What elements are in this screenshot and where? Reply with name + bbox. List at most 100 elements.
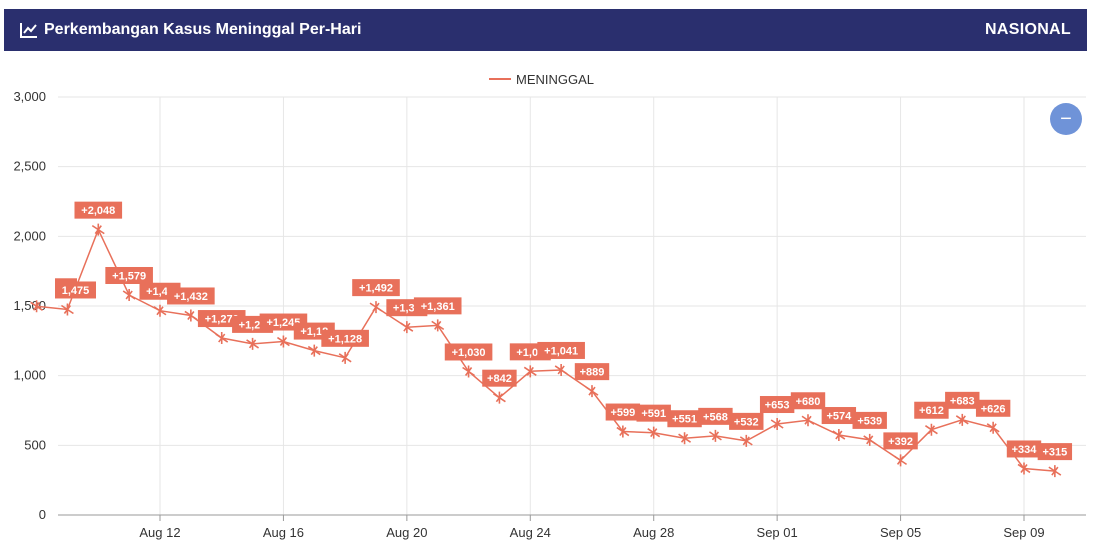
line-chart-icon <box>20 23 37 38</box>
data-label: +532 <box>729 412 764 430</box>
data-point <box>431 319 445 332</box>
data-point <box>1048 465 1062 478</box>
data-point <box>832 429 846 442</box>
chart-area: 0 500 1,000 1,500 2,000 2,500 3,000 Aug 12 Aug 1… <box>0 60 1093 552</box>
data-point <box>924 423 938 436</box>
header-title-group: Perkembangan Kasus Meninggal Per-Hari <box>20 21 361 39</box>
y-tick-label: 2,000 <box>13 228 46 243</box>
data-label: +1,128 <box>321 329 369 347</box>
data-point <box>215 332 229 345</box>
data-point <box>523 365 537 378</box>
data-label: +1,041 <box>537 341 585 359</box>
svg-text:+1,46: +1,46 <box>146 286 174 298</box>
data-point <box>678 432 692 445</box>
data-point <box>60 303 74 316</box>
svg-text:+653: +653 <box>765 400 790 412</box>
svg-text:+842: +842 <box>487 373 512 385</box>
data-point <box>153 304 167 317</box>
data-point <box>863 433 877 446</box>
svg-text:+1,492: +1,492 <box>359 283 393 295</box>
svg-text:+334: +334 <box>1012 444 1038 456</box>
svg-text:+1,030: +1,030 <box>452 347 486 359</box>
x-tick-label: Aug 20 <box>386 525 427 540</box>
data-label: +1,361 <box>413 297 462 315</box>
y-tick-label: 500 <box>24 437 46 452</box>
data-point <box>246 337 260 350</box>
x-tick-label: Aug 28 <box>633 525 674 540</box>
data-label: +574 <box>821 407 857 425</box>
data-label: +392 <box>883 432 918 450</box>
y-tick-label: 2,500 <box>13 159 46 174</box>
data-point <box>986 421 1000 434</box>
data-point <box>369 301 383 314</box>
y-tick-label: 0 <box>39 507 46 522</box>
data-label: +889 <box>574 363 610 381</box>
data-point <box>1017 462 1031 475</box>
data-label: +539 <box>852 411 887 429</box>
x-tick-label: Aug 24 <box>510 525 551 540</box>
zoom-out-button[interactable]: − <box>1050 103 1082 135</box>
data-label: +334 <box>1006 440 1042 458</box>
data-point <box>462 365 476 378</box>
svg-text:+889: +889 <box>580 367 605 379</box>
data-point <box>708 429 722 442</box>
data-label: +842 <box>482 369 517 387</box>
data-label: +599 <box>605 403 641 421</box>
svg-text:+568: +568 <box>703 411 728 423</box>
data-label: +653 <box>759 396 795 414</box>
data-label: +1,030 <box>444 343 493 361</box>
svg-text:+1,245: +1,245 <box>266 317 300 329</box>
svg-text:+626: +626 <box>981 403 1006 415</box>
data-point <box>307 344 321 357</box>
data-point <box>739 434 753 447</box>
data-label: +315 <box>1037 443 1073 461</box>
data-label: +2,048 <box>74 201 123 219</box>
svg-text:+2,048: +2,048 <box>81 205 115 217</box>
data-label: +551 <box>667 410 702 428</box>
data-point <box>184 309 198 322</box>
y-tick-label: 3,000 <box>13 89 46 104</box>
data-point <box>554 363 568 376</box>
data-point <box>647 426 661 439</box>
data-point <box>276 335 290 348</box>
data-label: +1,432 <box>167 287 215 305</box>
legend-label: MENINGGAL <box>516 72 594 87</box>
data-point <box>338 351 352 364</box>
data-point <box>616 425 630 438</box>
data-label: 1,475 <box>55 281 96 299</box>
data-point <box>801 414 815 427</box>
data-point <box>585 385 599 398</box>
svg-text:+1,041: +1,041 <box>544 345 578 357</box>
svg-text:+680: +680 <box>796 396 821 408</box>
y-tick-label: 1,500 <box>13 298 46 313</box>
data-label: +1,579 <box>105 266 153 284</box>
data-point <box>400 321 414 334</box>
page-title: Perkembangan Kasus Meninggal Per-Hari <box>44 21 362 38</box>
death-cases-line-chart: 0 500 1,000 1,500 2,000 2,500 3,000 Aug 12 Aug 1… <box>13 72 1086 540</box>
svg-text:+591: +591 <box>641 408 666 420</box>
svg-text:+1,579: +1,579 <box>112 270 146 282</box>
svg-text:1,475: 1,475 <box>62 285 90 297</box>
svg-text:+392: +392 <box>888 436 913 448</box>
data-label: +683 <box>945 391 980 409</box>
data-label: +612 <box>914 401 949 419</box>
x-tick-label: Sep 09 <box>1003 525 1044 540</box>
svg-text:+574: +574 <box>826 411 852 423</box>
x-tick-label: Aug 16 <box>263 525 304 540</box>
svg-text:+532: +532 <box>734 416 759 428</box>
svg-text:+551: +551 <box>672 414 697 426</box>
svg-text:+1,128: +1,128 <box>328 333 362 345</box>
x-tick-label: Sep 01 <box>757 525 798 540</box>
y-tick-label: 1,000 <box>13 368 46 383</box>
region-label: NASIONAL <box>985 21 1071 38</box>
svg-text:+1,432: +1,432 <box>174 291 208 303</box>
data-point <box>894 454 908 467</box>
data-label: +626 <box>975 399 1011 417</box>
svg-text:+599: +599 <box>610 407 635 419</box>
zoom-out-icon: − <box>1060 108 1072 130</box>
data-label: +680 <box>790 392 826 410</box>
data-point <box>91 223 105 236</box>
legend: MENINGGAL <box>489 72 594 87</box>
svg-text:+1,18: +1,18 <box>300 326 328 338</box>
svg-text:+315: +315 <box>1042 447 1067 459</box>
